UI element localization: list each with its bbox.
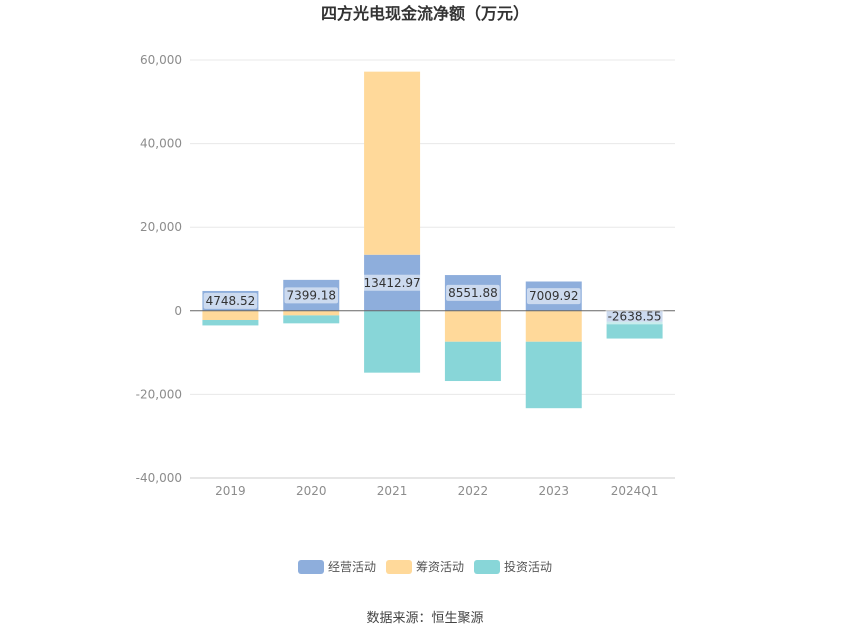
bar-segment <box>202 319 259 326</box>
bar-segment <box>525 310 582 342</box>
bar-segment <box>364 310 421 373</box>
bar-segment <box>444 341 501 382</box>
source-note: 数据来源：恒生聚源 <box>366 611 483 626</box>
bar-segment <box>283 315 340 324</box>
data-label-bg <box>361 274 423 291</box>
legend-swatch <box>386 560 412 574</box>
data-label: 7399.18 <box>286 288 336 302</box>
x-tick-label: 2019 <box>215 484 246 498</box>
bar-segment <box>606 321 663 339</box>
axes: 60,000 40,000 20,000 0 -20,000 -40,000 2019 202… <box>136 53 675 498</box>
x-tick-label: 2022 <box>458 484 489 498</box>
y-tick-label: 60,000 <box>140 53 182 67</box>
x-tick-label: 2021 <box>377 484 408 498</box>
bars <box>202 71 663 409</box>
data-label: 13412.97 <box>363 276 420 290</box>
data-label-bg <box>446 284 500 301</box>
y-tick-label: 0 <box>174 304 182 318</box>
chart-title: 四方光电现金流净额（万元） <box>321 4 529 23</box>
data-label: 8551.88 <box>448 286 498 300</box>
legend-label: 经营活动 <box>328 560 376 574</box>
data-label-bg <box>203 292 258 309</box>
legend-swatch <box>298 560 324 574</box>
bar-segment <box>525 341 582 409</box>
bar-segment <box>202 310 259 320</box>
legend-label: 投资活动 <box>504 559 552 574</box>
y-tick-label: 40,000 <box>140 137 182 151</box>
legend-label: 筹资活动 <box>416 560 464 574</box>
data-label-bg <box>526 288 581 305</box>
legend: 经营活动 筹资活动 投资活动 <box>298 559 552 574</box>
bar-segment <box>364 71 421 255</box>
x-tick-label: 2024Q1 <box>611 484 659 498</box>
bar-segment <box>444 310 501 342</box>
data-label-bg <box>284 287 339 304</box>
data-labels: 4748.52 7399.18 13412.97 8551.88 7009.92 -263… <box>203 274 664 325</box>
y-tick-label: -20,000 <box>136 387 182 401</box>
data-label: -2638.55 <box>608 309 662 323</box>
y-tick-label: 20,000 <box>140 220 182 234</box>
x-tick-label: 2023 <box>538 484 569 498</box>
bar-segment <box>283 310 340 316</box>
data-label: 4748.52 <box>206 294 256 308</box>
data-label-bg <box>605 308 664 325</box>
legend-swatch <box>474 560 500 574</box>
gridlines <box>190 59 675 479</box>
x-tick-label: 2020 <box>296 484 327 498</box>
y-tick-label: -40,000 <box>136 471 182 485</box>
data-label: 7009.92 <box>529 289 579 303</box>
